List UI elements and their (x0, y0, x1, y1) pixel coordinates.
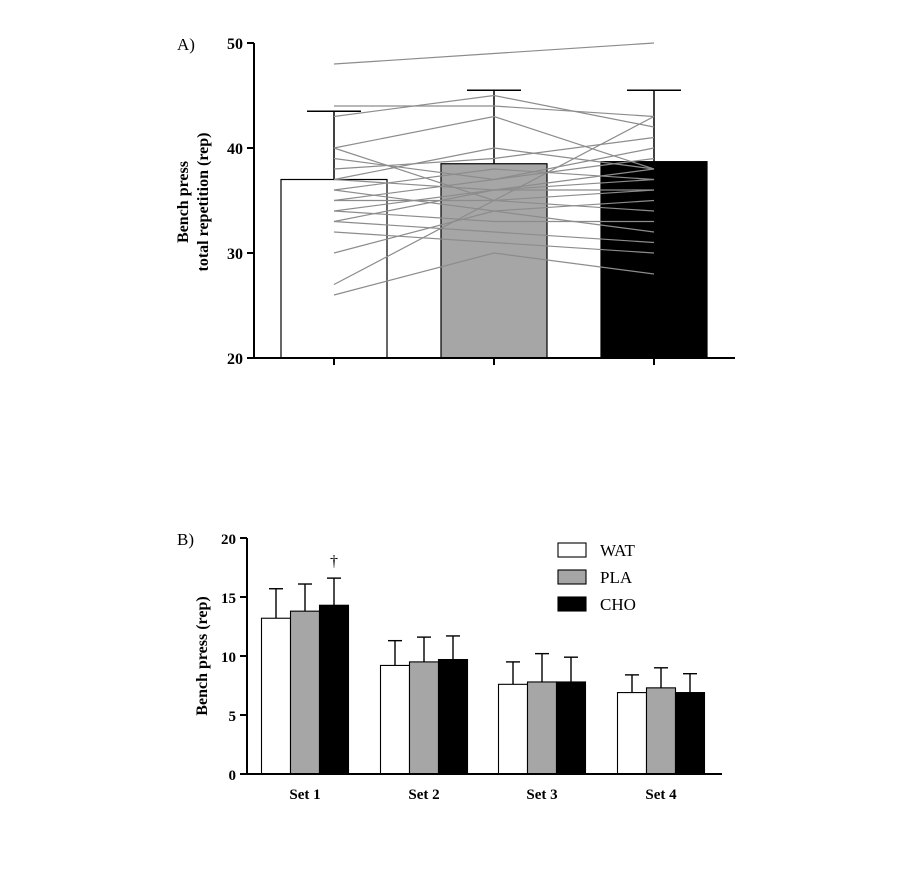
y-tick-label: 30 (227, 246, 243, 263)
bars (280, 42, 708, 359)
bar-cho-set-1 (318, 604, 350, 775)
bar-wat (280, 178, 388, 359)
participant-line (333, 168, 655, 223)
panel-b-chart: B) † Set 1 Set 2 Set 3 Set 4 0 5 10 15 20 Bench … (177, 530, 722, 803)
x-tick-label: Set 2 (408, 787, 439, 803)
y-axis-label: Bench press (rep) (194, 596, 211, 715)
y-tick-label: 15 (221, 591, 236, 607)
y-tick-label: 0 (229, 768, 237, 784)
x-tick-label: Set 3 (526, 787, 557, 803)
legend-label-wat: WAT (600, 541, 636, 560)
x-tick-label: Set 4 (645, 787, 677, 803)
bar-pla-set-2 (408, 661, 440, 775)
legend-label-pla: PLA (600, 568, 633, 587)
participant-line (333, 42, 655, 65)
participant-line (334, 105, 655, 118)
participant-line (333, 157, 655, 202)
y-tick-label: 50 (227, 36, 243, 53)
axes: Set 1 Set 2 Set 3 Set 4 0 5 10 15 20 (221, 532, 722, 803)
legend: WAT PLA CHO (557, 541, 636, 614)
bar-cho-set-4 (674, 692, 706, 775)
y-tick-label: 10 (221, 650, 236, 666)
bar-wat-set-2 (379, 664, 411, 775)
bar-wat-set-3 (497, 683, 529, 775)
participant-line (333, 252, 655, 296)
x-tick-label: Set 1 (289, 787, 320, 803)
bar-pla-set-4 (645, 687, 677, 775)
bar-pla (440, 163, 548, 359)
participant-line (333, 210, 654, 223)
legend-swatch-pla (557, 569, 587, 585)
y-axis-label-line-1: Bench press (175, 161, 192, 243)
bar-cho-set-3 (555, 681, 587, 775)
y-tick-label: 20 (221, 532, 236, 548)
bar-cho (600, 161, 708, 359)
panel-a-chart: A) 20 30 40 50 Bench press total repetition… (175, 35, 735, 368)
participant-line (333, 136, 655, 170)
participant-line (333, 210, 655, 254)
legend-label-cho: CHO (600, 595, 636, 614)
y-tick-label: 20 (227, 351, 243, 368)
bar-pla-set-1 (289, 610, 321, 775)
panel-b-label: B) (177, 530, 194, 549)
legend-swatch-wat (557, 542, 587, 558)
axes: 20 30 40 50 (227, 36, 735, 368)
legend-swatch-cho (557, 596, 587, 612)
participant-line (333, 220, 655, 244)
bar-pla-set-3 (526, 681, 558, 775)
bar-wat-set-4 (616, 692, 648, 775)
y-axis-label-line-2: total repetition (rep) (195, 133, 212, 272)
participant-line (333, 189, 655, 286)
participant-line (333, 147, 655, 181)
bar-cho-set-2 (437, 658, 469, 775)
y-tick-label: 5 (229, 709, 237, 725)
participant-line (333, 94, 655, 128)
panel-a-label: A) (177, 35, 195, 54)
bars: † (260, 553, 706, 775)
bar-wat-set-1 (260, 617, 292, 775)
participant-line (333, 115, 655, 170)
significance-dagger: † (330, 553, 338, 570)
participant-line (333, 231, 655, 254)
y-tick-label: 40 (227, 141, 243, 158)
